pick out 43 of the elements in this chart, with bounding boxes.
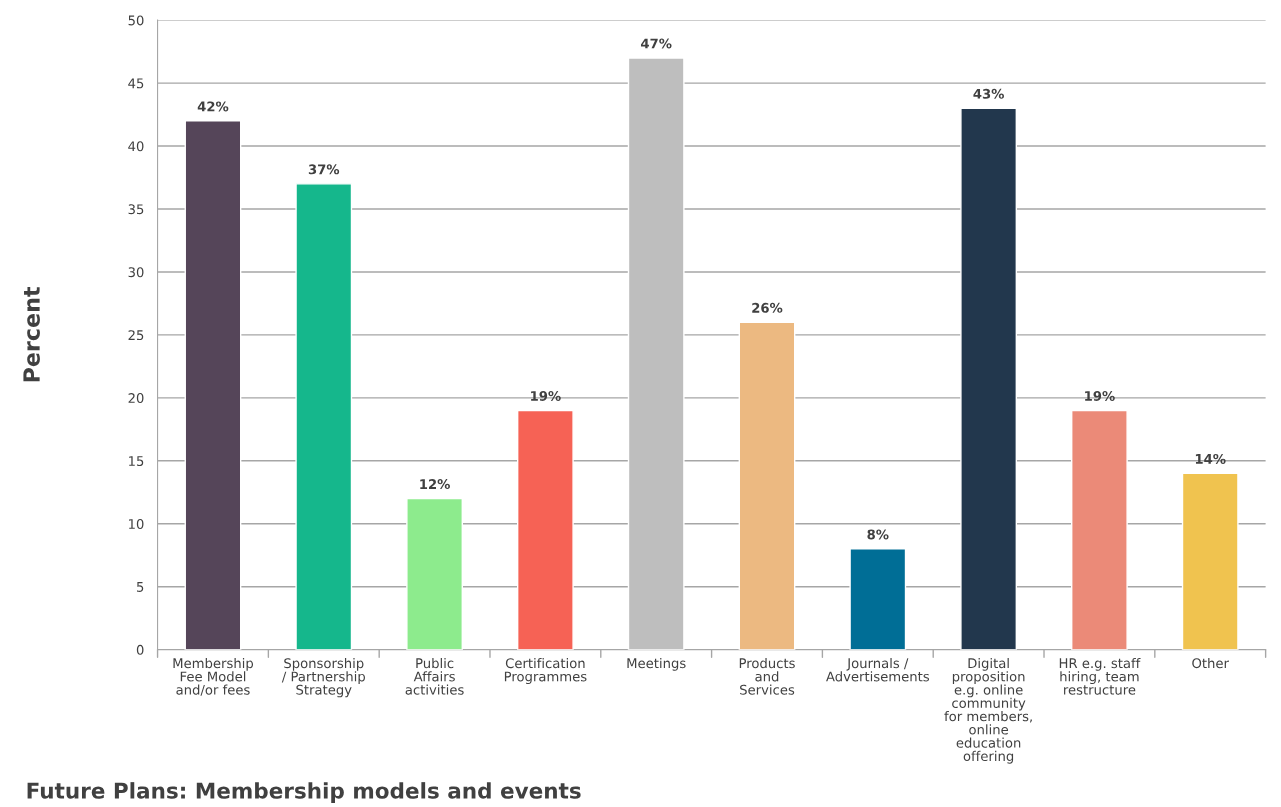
bar: [184, 120, 242, 650]
data-label: 19%: [531, 390, 561, 401]
y-axis-title: Percent: [23, 286, 40, 382]
data-label: 47%: [640, 38, 672, 49]
bar: [738, 321, 796, 650]
y-tick-label: 40: [128, 141, 144, 152]
x-tick-label: Sponsorship / Partnership Strategy: [281, 657, 365, 698]
x-tick-label: Other: [1192, 657, 1229, 669]
data-label: 26%: [752, 302, 783, 313]
data-label: 8%: [867, 529, 889, 540]
y-tick-label: 30: [128, 267, 144, 278]
y-tick-label: 35: [128, 204, 144, 215]
y-tick-label: 0: [136, 644, 144, 655]
bar: [960, 107, 1018, 650]
y-tick-label: 10: [129, 518, 144, 529]
bar: [406, 497, 463, 650]
bar: [627, 57, 685, 650]
data-label: 19%: [1085, 390, 1115, 401]
x-tick-label: Meetings: [627, 657, 686, 671]
y-tick-label: 25: [128, 330, 144, 341]
bar: [516, 409, 574, 650]
y-tick-label: 5: [136, 582, 144, 592]
y-tick-label: 20: [128, 393, 144, 404]
x-tick-label: Public Affairs activities: [405, 657, 464, 695]
data-label: 14%: [1195, 453, 1226, 464]
x-tick-label: Journals / Advertisements: [826, 657, 930, 682]
data-label: 12%: [420, 479, 450, 490]
data-label: 43%: [973, 88, 1004, 99]
bar: [1181, 472, 1239, 650]
x-tick-label: Certification Programmes: [504, 657, 587, 685]
data-label: 37%: [308, 164, 340, 175]
bar: [1071, 409, 1128, 650]
data-label: 42%: [197, 101, 229, 112]
y-tick-label: 45: [128, 78, 144, 89]
x-tick-label: Products and Services: [739, 657, 795, 695]
y-tick-label: 15: [129, 456, 144, 466]
x-tick-label: HR e.g. staff hiring, team restructure: [1059, 657, 1141, 695]
bar: [295, 183, 353, 650]
y-tick-label: 50: [128, 15, 144, 26]
bar: [849, 548, 907, 650]
x-tick-label: Digital proposition e.g. online community for members, online education offering: [944, 657, 1032, 764]
text: Future Plans: Membership models and events: [27, 782, 581, 803]
x-tick-label: Membership Fee Model and/or fees: [173, 657, 254, 696]
